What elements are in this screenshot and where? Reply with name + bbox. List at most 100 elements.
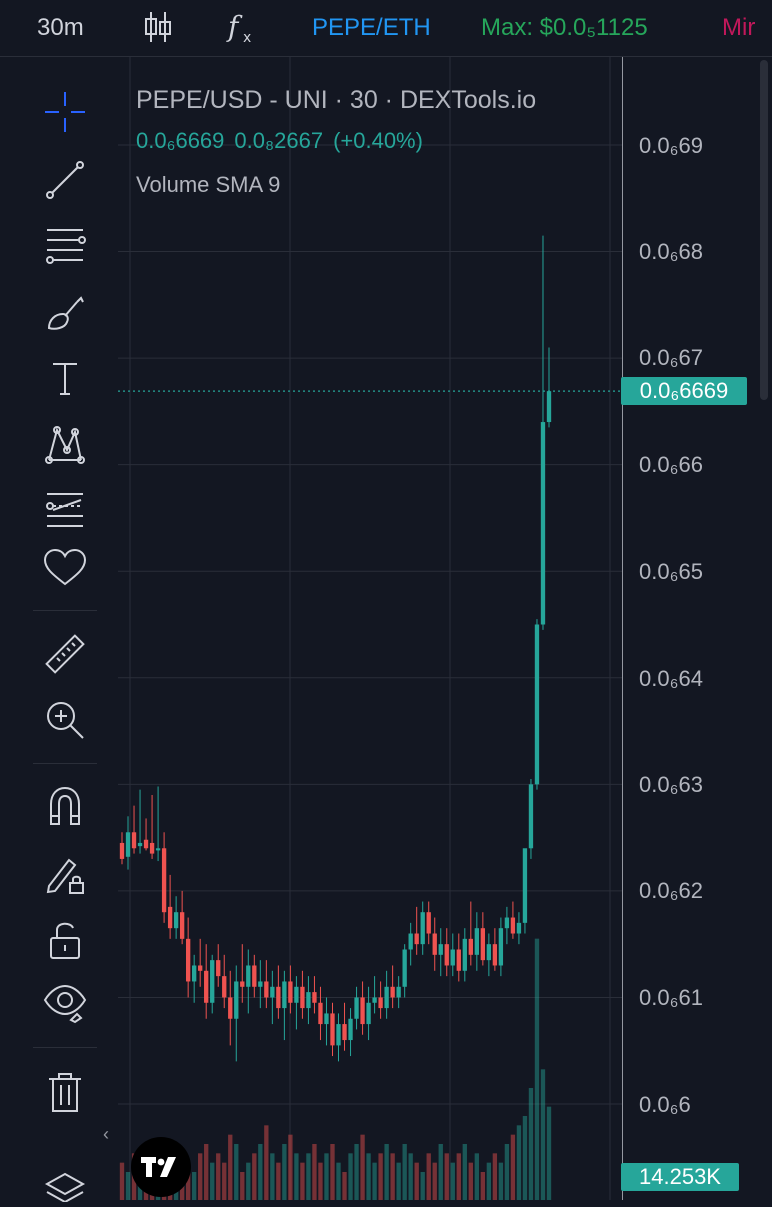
chart-legend-values: 0.0₆6669 0.0₈2667 (+0.40%) [136,128,433,154]
brush-icon[interactable] [38,285,92,339]
volume-bar [270,1153,275,1200]
heart-icon[interactable] [38,541,92,595]
ruler-icon[interactable] [38,627,92,681]
trash-icon[interactable] [38,1065,92,1119]
candle-body [534,624,540,785]
candle-body [125,832,131,857]
volume-bar [216,1153,221,1200]
legend-change: 0.0₈2667 [234,128,324,153]
candle-body [179,912,185,939]
candle-body [228,997,233,1019]
chart-pane[interactable] [118,57,622,1200]
tradingview-logo[interactable] [131,1137,191,1197]
forecast-icon[interactable] [38,481,92,535]
candle-body [456,949,461,971]
candle-body [390,986,395,998]
y-axis-label: 0.0₆61 [639,985,703,1010]
volume-bar [192,1172,197,1200]
volume-bar [516,1125,522,1200]
volume-bar [119,1162,125,1200]
y-axis-label: 0.0₆64 [639,666,703,691]
candle-body [185,938,191,982]
candle-body [426,912,431,934]
volume-bar [474,1153,479,1200]
svg-text:f: f [226,10,243,43]
candle-body [155,848,161,851]
candle-body [143,839,149,849]
pair-label[interactable]: PEPE/ETH [312,14,431,41]
candlestick-icon[interactable] [143,10,173,44]
volume-bar [222,1162,227,1200]
volume-bar [288,1134,293,1200]
candle-body [210,960,215,1003]
y-axis-label: 0.0₆67 [639,345,703,370]
candle-body [354,997,359,1019]
candle-body [288,981,293,1003]
candle-body [546,391,552,423]
magnet-icon[interactable] [38,779,92,833]
fx-icon[interactable]: f x [226,8,260,46]
horizontal-lines-icon[interactable] [38,217,92,271]
chart-legend-title: PEPE/USD - UNI · 30 · DEXTools.io [136,86,537,114]
price-axis[interactable] [622,57,772,1200]
candle-body [131,832,137,849]
unlock-icon[interactable] [38,913,92,967]
candle-body [384,986,389,1009]
pattern-icon[interactable] [38,417,92,471]
candle-body [366,1002,371,1025]
volume-bar [378,1153,383,1200]
volume-bar [324,1153,329,1200]
axis-scrollbar[interactable] [760,60,768,400]
volume-bar [240,1172,245,1200]
volume-bar [342,1172,347,1200]
volume-bar [125,1172,131,1200]
volume-bar [492,1153,498,1200]
candle-body [198,965,203,971]
candle-body [474,928,479,955]
candle-body [216,960,221,977]
collapse-toolbar-icon[interactable]: ‹ [103,1124,109,1144]
eye-icon[interactable] [38,975,92,1029]
candle-body [522,848,528,923]
candle-body [540,422,546,625]
text-icon[interactable] [38,351,92,405]
volume-bar [444,1153,449,1200]
candle-body [149,842,155,854]
volume-bar [276,1162,281,1200]
toolbar-divider [33,610,97,611]
candle-body [306,992,311,1009]
volume-bar [498,1162,504,1200]
y-axis-label: 0.0₆66 [639,452,703,477]
volume-bar [228,1134,233,1200]
volume-bar [360,1134,365,1200]
zoom-in-icon[interactable] [38,693,92,747]
volume-indicator-label[interactable]: Volume SMA 9 [136,172,281,197]
candle-body [378,997,383,1009]
volume-bar [294,1153,299,1200]
trend-line-icon[interactable] [38,153,92,207]
candle-body [234,981,239,1019]
top-bar: 30m f x PEPE/ETH Max: $0.0₅1125 Mir [0,0,772,57]
volume-bar [480,1172,486,1200]
layers-icon[interactable] [38,1153,92,1207]
current-price-tag: 0.0₆6669 [621,377,747,405]
candle-body [414,933,419,945]
candle-body [408,933,413,950]
candle-body [330,1013,335,1046]
drawing-toolbar [0,57,118,1202]
max-price-label: Max: $0.0₅1125 [481,14,648,41]
candle-body [300,986,305,1009]
y-axis-label: 0.0₆69 [639,133,703,158]
toolbar-divider [33,763,97,764]
svg-text:x: x [243,30,251,46]
volume-bar [252,1153,257,1200]
candle-body [510,917,516,934]
lock-drawing-icon[interactable] [38,847,92,901]
volume-bar [420,1172,425,1200]
volume-bar [312,1144,317,1200]
candle-body [480,928,486,961]
volume-bar [432,1162,437,1200]
candle-body [318,1002,323,1025]
interval-selector[interactable]: 30m [37,14,84,41]
crosshair-icon[interactable] [38,85,92,139]
